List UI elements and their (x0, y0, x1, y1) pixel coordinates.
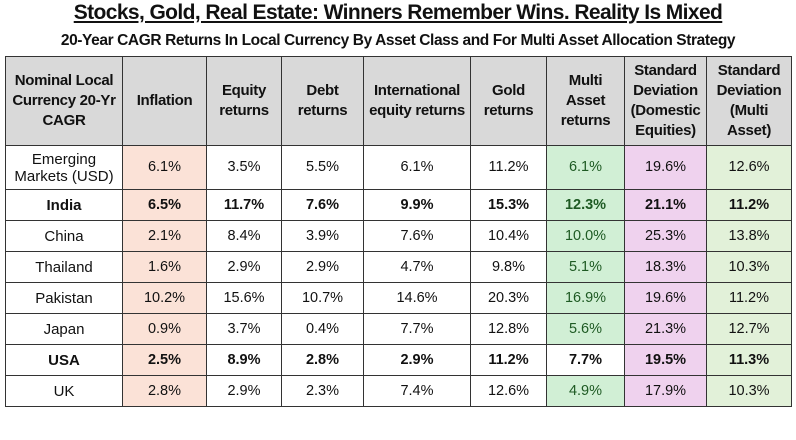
equity-cell: 3.5% (206, 145, 282, 190)
table-row: Thailand 1.6% 2.9% 2.9% 4.7% 9.8% 5.1% 1… (5, 251, 792, 283)
sd-multi-cell: 11.2% (706, 282, 792, 314)
inflation-cell: 0.9% (122, 313, 207, 345)
table-row: UK 2.8% 2.9% 2.3% 7.4% 12.6% 4.9% 17.9% … (5, 375, 792, 407)
page-subtitle: 20-Year CAGR Returns In Local Currency B… (60, 32, 736, 49)
equity-cell: 15.6% (206, 282, 282, 314)
sd-domestic-cell: 18.3% (624, 251, 707, 283)
header-row: Nominal Local Currency 20-Yr CAGR Inflat… (5, 56, 792, 146)
equity-cell: 8.9% (206, 344, 282, 376)
cagr-returns-table: Nominal Local Currency 20-Yr CAGR Inflat… (5, 56, 792, 407)
inflation-cell: 6.1% (122, 145, 207, 190)
inflation-cell: 2.5% (122, 344, 207, 376)
region-cell: India (5, 189, 123, 221)
inflation-cell: 10.2% (122, 282, 207, 314)
multi-asset-cell: 5.6% (546, 313, 625, 345)
sd-domestic-cell: 19.6% (624, 282, 707, 314)
equity-cell: 2.9% (206, 251, 282, 283)
gold-cell: 11.2% (470, 145, 547, 190)
multi-asset-cell: 16.9% (546, 282, 625, 314)
intl-equity-cell: 7.6% (363, 220, 471, 252)
sd-multi-cell: 11.3% (706, 344, 792, 376)
region-cell: Thailand (5, 251, 123, 283)
header-sd-multi: Standard Deviation (Multi Asset) (706, 56, 792, 146)
gold-cell: 10.4% (470, 220, 547, 252)
header-intl-equity: International equity returns (363, 56, 471, 146)
sd-multi-cell: 12.7% (706, 313, 792, 345)
intl-equity-cell: 7.7% (363, 313, 471, 345)
sd-multi-cell: 10.3% (706, 251, 792, 283)
equity-cell: 3.7% (206, 313, 282, 345)
region-cell: China (5, 220, 123, 252)
region-cell: Pakistan (5, 282, 123, 314)
sd-domestic-cell: 19.5% (624, 344, 707, 376)
inflation-cell: 1.6% (122, 251, 207, 283)
header-multi-asset: Multi Asset returns (546, 56, 625, 146)
table-row: USA 2.5% 8.9% 2.8% 2.9% 11.2% 7.7% 19.5%… (5, 344, 792, 376)
debt-cell: 10.7% (281, 282, 364, 314)
sd-domestic-cell: 25.3% (624, 220, 707, 252)
inflation-cell: 2.1% (122, 220, 207, 252)
debt-cell: 3.9% (281, 220, 364, 252)
intl-equity-cell: 6.1% (363, 145, 471, 190)
page-title: Stocks, Gold, Real Estate: Winners Remem… (73, 1, 723, 24)
header-debt: Debt returns (281, 56, 364, 146)
gold-cell: 12.6% (470, 375, 547, 407)
equity-cell: 2.9% (206, 375, 282, 407)
multi-asset-cell: 12.3% (546, 189, 625, 221)
sd-domestic-cell: 21.3% (624, 313, 707, 345)
sd-domestic-cell: 17.9% (624, 375, 707, 407)
intl-equity-cell: 2.9% (363, 344, 471, 376)
table-row: India 6.5% 11.7% 7.6% 9.9% 15.3% 12.3% 2… (5, 189, 792, 221)
sd-multi-cell: 10.3% (706, 375, 792, 407)
table-row: China 2.1% 8.4% 3.9% 7.6% 10.4% 10.0% 25… (5, 220, 792, 252)
header-sd-domestic: Standard Deviation (Domestic Equities) (624, 56, 707, 146)
intl-equity-cell: 7.4% (363, 375, 471, 407)
inflation-cell: 6.5% (122, 189, 207, 221)
sd-multi-cell: 11.2% (706, 189, 792, 221)
inflation-cell: 2.8% (122, 375, 207, 407)
gold-cell: 15.3% (470, 189, 547, 221)
equity-cell: 8.4% (206, 220, 282, 252)
gold-cell: 12.8% (470, 313, 547, 345)
region-cell: UK (5, 375, 123, 407)
gold-cell: 20.3% (470, 282, 547, 314)
debt-cell: 7.6% (281, 189, 364, 221)
region-cell: Emerging Markets (USD) (5, 145, 123, 190)
sd-multi-cell: 12.6% (706, 145, 792, 190)
debt-cell: 5.5% (281, 145, 364, 190)
debt-cell: 2.9% (281, 251, 364, 283)
region-cell: USA (5, 344, 123, 376)
sd-domestic-cell: 21.1% (624, 189, 707, 221)
table-row: Japan 0.9% 3.7% 0.4% 7.7% 12.8% 5.6% 21.… (5, 313, 792, 345)
sd-multi-cell: 13.8% (706, 220, 792, 252)
header-region: Nominal Local Currency 20-Yr CAGR (5, 56, 123, 146)
equity-cell: 11.7% (206, 189, 282, 221)
sd-domestic-cell: 19.6% (624, 145, 707, 190)
multi-asset-cell: 4.9% (546, 375, 625, 407)
debt-cell: 0.4% (281, 313, 364, 345)
header-inflation: Inflation (122, 56, 207, 146)
multi-asset-cell: 10.0% (546, 220, 625, 252)
multi-asset-cell: 6.1% (546, 145, 625, 190)
region-cell: Japan (5, 313, 123, 345)
multi-asset-cell: 5.1% (546, 251, 625, 283)
intl-equity-cell: 4.7% (363, 251, 471, 283)
intl-equity-cell: 14.6% (363, 282, 471, 314)
debt-cell: 2.3% (281, 375, 364, 407)
table-row: Pakistan 10.2% 15.6% 10.7% 14.6% 20.3% 1… (5, 282, 792, 314)
intl-equity-cell: 9.9% (363, 189, 471, 221)
gold-cell: 9.8% (470, 251, 547, 283)
debt-cell: 2.8% (281, 344, 364, 376)
table-row: Emerging Markets (USD) 6.1% 3.5% 5.5% 6.… (5, 145, 792, 190)
header-gold: Gold returns (470, 56, 547, 146)
header-equity: Equity returns (206, 56, 282, 146)
gold-cell: 11.2% (470, 344, 547, 376)
multi-asset-cell: 7.7% (546, 344, 625, 376)
